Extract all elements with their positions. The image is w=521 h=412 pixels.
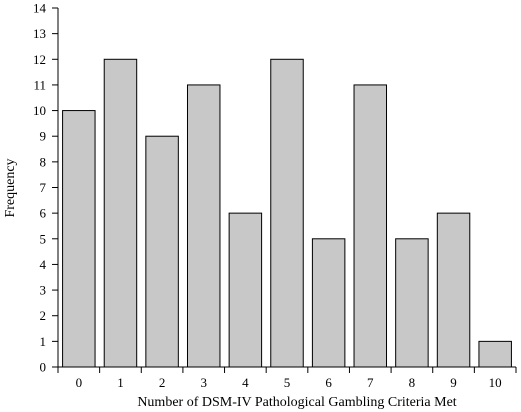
- y-tick-label-2: 2: [40, 308, 47, 323]
- y-tick-label-14: 14: [33, 1, 47, 16]
- y-tick-label-3: 3: [40, 283, 47, 298]
- x-tick-label-9: 9: [450, 375, 457, 390]
- x-tick-label-8: 8: [409, 375, 416, 390]
- y-tick-label-9: 9: [40, 129, 47, 144]
- y-axis-title: Frequency: [3, 158, 18, 217]
- bar-5: [270, 58, 304, 368]
- y-tick-label-0: 0: [40, 360, 47, 375]
- bar-4: [228, 212, 263, 368]
- y-tick-label-5: 5: [40, 231, 47, 246]
- bar-7: [353, 84, 388, 368]
- x-tick-label-3: 3: [200, 375, 207, 390]
- y-tick-label-12: 12: [33, 52, 46, 67]
- y-tick-label-6: 6: [40, 206, 47, 221]
- x-tick-label-7: 7: [367, 375, 374, 390]
- y-tick-label-13: 13: [33, 26, 46, 41]
- y-tick-label-11: 11: [33, 77, 46, 92]
- bar-1: [103, 58, 138, 368]
- bars-group: [62, 58, 512, 368]
- x-tick-label-0: 0: [76, 375, 83, 390]
- bar-3: [186, 84, 221, 368]
- y-tick-label-8: 8: [40, 154, 47, 169]
- y-tick-label-4: 4: [40, 257, 47, 272]
- bar-0: [62, 110, 96, 368]
- x-tick-label-10: 10: [489, 375, 502, 390]
- bar-2: [145, 135, 179, 368]
- x-tick-label-5: 5: [284, 375, 291, 390]
- bar-8: [395, 238, 429, 368]
- x-tick-label-1: 1: [117, 375, 124, 390]
- x-axis-title: Number of DSM-IV Pathological Gambling C…: [137, 395, 456, 410]
- y-tick-label-7: 7: [40, 180, 47, 195]
- bar-10: [478, 340, 512, 368]
- x-axis: 0 1 2 3 4 5 6 7 8 9 10: [57, 366, 517, 390]
- x-tick-label-6: 6: [325, 375, 332, 390]
- x-tick-label-2: 2: [159, 375, 166, 390]
- bar-9: [436, 212, 471, 368]
- y-tick-label-1: 1: [40, 334, 47, 349]
- x-tick-label-4: 4: [242, 375, 249, 390]
- bar-6: [311, 238, 346, 368]
- y-tick-label-10: 10: [33, 103, 46, 118]
